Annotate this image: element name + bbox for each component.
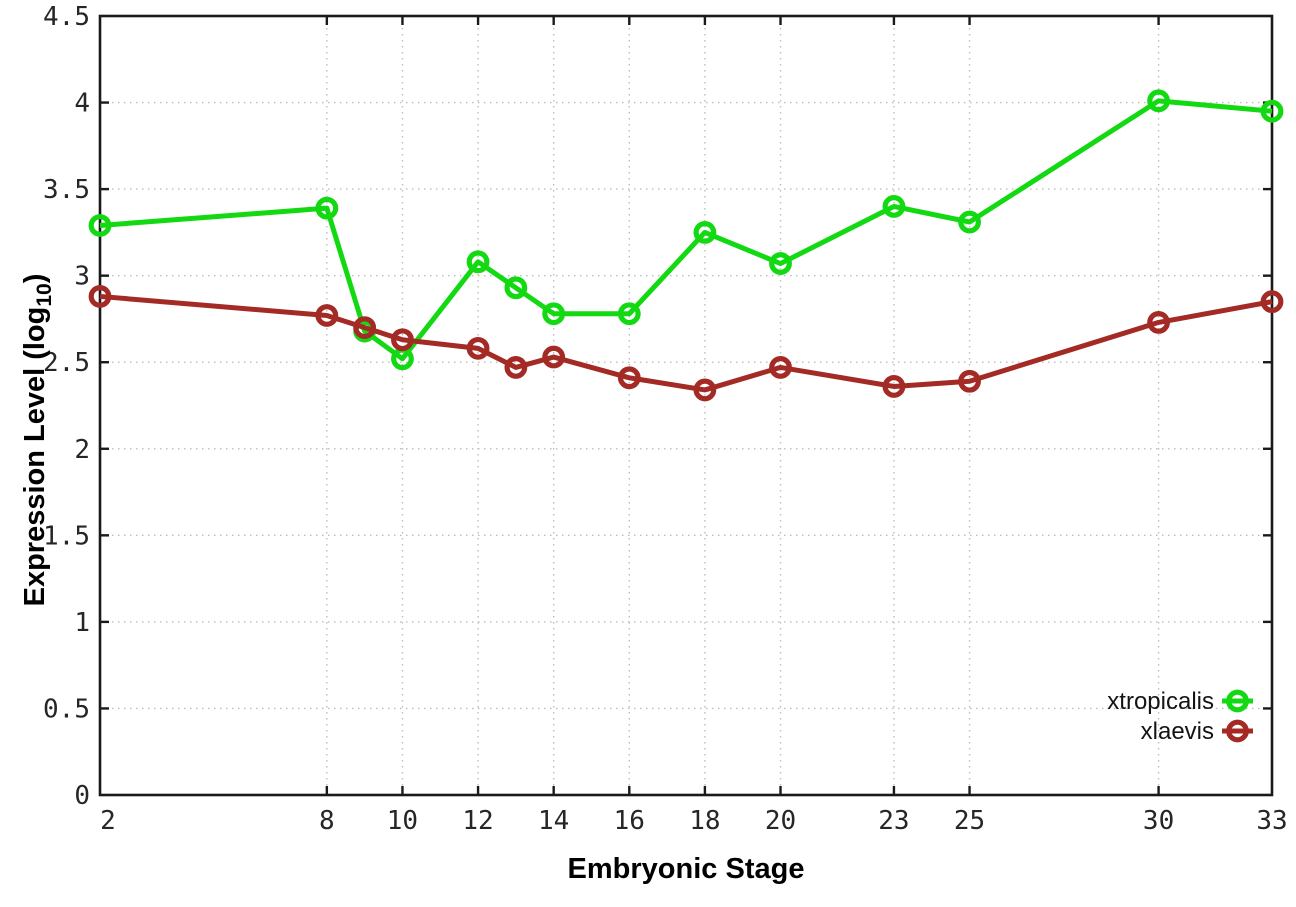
series-xlaevis-marker <box>353 316 377 340</box>
y-tick-label: 2 <box>74 435 90 465</box>
series-xtropicalis <box>88 89 1284 371</box>
series-xtropicalis-marker <box>1147 89 1170 113</box>
series-xlaevis-marker <box>617 366 641 390</box>
series-xtropicalis-marker <box>769 252 792 275</box>
y-tick-label: 0.5 <box>43 694 90 724</box>
series-xlaevis-marker <box>504 356 528 379</box>
series-xlaevis-marker <box>88 285 112 308</box>
y-tick-label: 1.5 <box>43 521 90 551</box>
series-xtropicalis-marker <box>315 196 339 220</box>
y-tick-label: 3.5 <box>43 175 90 205</box>
x-axis-title: Embryonic Stage <box>568 853 805 885</box>
x-tick-label: 18 <box>689 806 720 836</box>
series-xlaevis-marker <box>391 328 414 352</box>
series-xlaevis-marker <box>466 336 490 360</box>
legend-entry-xtropicalis: xtropicalis <box>1107 688 1253 715</box>
series-xtropicalis-marker <box>958 210 981 234</box>
y-axis-title: Expression Level (log10) <box>19 274 56 607</box>
series-xtropicalis-marker <box>882 195 906 218</box>
y-axis-title-text: Expression Level (log10) <box>19 274 56 607</box>
data-series <box>88 89 1284 402</box>
y-tick-label: 0 <box>74 781 90 811</box>
x-tick-label: 12 <box>462 806 493 836</box>
plot-border-rect <box>98 14 1274 797</box>
y-tick-label: 3 <box>74 262 90 292</box>
y-tick-label: 2.5 <box>43 348 90 378</box>
x-tick-label: 2 <box>100 806 116 836</box>
series-xtropicalis-marker <box>693 220 717 244</box>
plot-border <box>98 14 1274 797</box>
series-xtropicalis-marker <box>1260 99 1284 123</box>
series-xtropicalis-marker <box>617 302 641 326</box>
series-xlaevis-marker <box>1147 311 1170 334</box>
x-tick-label: 8 <box>319 806 335 836</box>
series-xlaevis-marker <box>315 304 339 327</box>
x-tick-label: 14 <box>538 806 569 836</box>
series-xtropicalis-marker <box>466 250 490 274</box>
tick-labels: 0 0.5 1 1.5 2 2.5 3 3.5 4 4.5 2 8 10 12 14 16 18 20 23 25 30… <box>43 2 1288 836</box>
legend: xtropicalis xlaevis <box>1107 688 1253 745</box>
series-xtropicalis-marker <box>504 276 528 300</box>
legend-label-xlaevis: xlaevis <box>1141 718 1214 745</box>
series-xlaevis-marker <box>769 356 792 379</box>
x-tick-label: 23 <box>878 806 909 836</box>
series-xlaevis-line <box>99 293 1273 393</box>
x-tick-label: 25 <box>954 806 985 836</box>
legend-marker-sample <box>1226 689 1249 713</box>
gridlines <box>100 16 1272 795</box>
legend-marker-sample <box>1226 719 1249 743</box>
x-tick-label: 10 <box>387 806 418 836</box>
series-xtropicalis-marker <box>542 302 566 326</box>
x-tick-label: 33 <box>1256 806 1287 836</box>
series-xlaevis-marker <box>1260 290 1284 314</box>
series-xlaevis-marker <box>542 345 566 369</box>
series-xtropicalis-marker <box>88 214 112 237</box>
y-tick-label: 4 <box>74 89 90 119</box>
series-xlaevis-marker <box>693 378 717 402</box>
series-xlaevis-marker <box>958 369 981 393</box>
x-tick-label: 20 <box>765 806 796 836</box>
y-tick-label: 1 <box>74 608 90 638</box>
series-xlaevis-marker <box>882 375 906 398</box>
x-tick-label: 16 <box>614 806 645 836</box>
legend-entry-xlaevis: xlaevis <box>1141 718 1253 745</box>
y-tick-label: 4.5 <box>43 2 90 32</box>
legend-label-xtropicalis: xtropicalis <box>1107 688 1214 715</box>
axis-ticks <box>100 16 1272 795</box>
series-xlaevis <box>88 285 1284 402</box>
series-xtropicalis-line <box>99 98 1273 362</box>
x-tick-label: 30 <box>1143 806 1174 836</box>
